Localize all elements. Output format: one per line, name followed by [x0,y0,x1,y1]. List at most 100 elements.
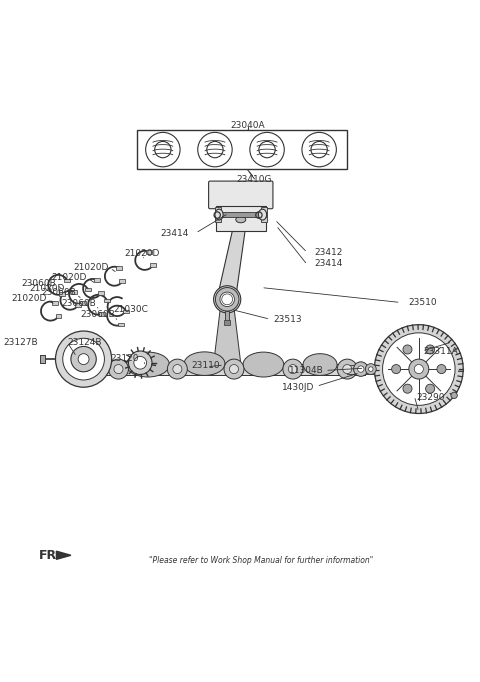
Circle shape [392,365,401,374]
Text: 23110: 23110 [192,361,220,370]
Bar [75,303,81,307]
Text: 23120: 23120 [110,354,139,363]
Bar [116,266,122,270]
Circle shape [114,365,123,374]
Bar [146,250,152,254]
Ellipse shape [236,216,246,223]
Bar [216,207,266,231]
Circle shape [437,365,446,374]
Bar [56,314,61,318]
Circle shape [198,132,232,167]
Text: 23040A: 23040A [230,121,265,130]
Bar [85,288,91,291]
Bar [80,301,86,305]
Circle shape [216,288,239,311]
Text: FR.: FR. [39,549,62,562]
Circle shape [214,286,241,313]
FancyBboxPatch shape [209,181,273,209]
Circle shape [56,331,112,387]
Text: 23410G: 23410G [237,175,272,183]
Circle shape [63,338,105,380]
Circle shape [426,345,435,354]
Text: 23060B: 23060B [22,279,57,288]
Circle shape [369,367,373,372]
Circle shape [207,141,223,158]
Circle shape [451,392,457,398]
Text: 23060B: 23060B [81,310,115,319]
Ellipse shape [215,209,223,220]
Text: 23060B: 23060B [42,288,76,297]
Bar [120,279,125,283]
Circle shape [78,354,89,365]
Bar [215,207,221,222]
Text: 23311A: 23311A [423,347,458,357]
Bar [216,212,266,218]
Ellipse shape [126,352,169,377]
Text: 23513: 23513 [274,315,302,324]
Circle shape [134,357,146,369]
Text: 21020D: 21020D [125,249,160,258]
Bar [98,364,365,374]
Bar [40,355,45,364]
Text: 21030C: 21030C [113,305,148,314]
Text: 23414: 23414 [160,228,189,238]
Ellipse shape [243,352,284,377]
Polygon shape [214,304,241,364]
Bar [52,301,58,305]
Circle shape [365,364,376,374]
Circle shape [224,359,244,379]
Bar [347,365,374,374]
Circle shape [250,132,284,167]
Text: 23124B: 23124B [67,338,102,347]
Text: "Please refer to Work Shop Manual for further information": "Please refer to Work Shop Manual for fu… [149,556,373,565]
Text: 23127B: 23127B [4,338,38,347]
Circle shape [358,366,364,372]
Text: 23060B: 23060B [61,299,96,308]
Circle shape [108,359,129,379]
Circle shape [414,365,423,374]
Ellipse shape [258,209,266,220]
Circle shape [302,132,336,167]
Bar [150,263,156,267]
Ellipse shape [184,352,225,375]
Circle shape [311,141,327,158]
Circle shape [283,359,303,379]
Text: 23412: 23412 [314,248,343,257]
Polygon shape [218,220,247,294]
Circle shape [155,141,171,158]
Circle shape [403,384,412,394]
Bar [137,130,347,169]
Circle shape [259,141,275,158]
Bar [72,290,77,294]
Circle shape [145,132,180,167]
Circle shape [229,365,239,374]
Text: 21020D: 21020D [29,284,64,293]
Circle shape [168,359,187,379]
Circle shape [354,362,368,376]
Circle shape [343,365,352,374]
Circle shape [383,333,455,405]
Bar [261,207,267,222]
Circle shape [288,365,298,374]
Bar [226,311,229,321]
Bar [123,310,129,313]
Circle shape [337,359,357,379]
Circle shape [409,359,429,379]
Text: 21020D: 21020D [73,263,109,271]
Text: 23290: 23290 [416,393,444,402]
Bar [59,292,65,296]
Text: 23510: 23510 [408,298,437,307]
Text: 21020D: 21020D [11,295,47,303]
Bar [98,291,104,295]
Circle shape [129,351,152,374]
Bar [104,299,110,302]
Circle shape [71,346,96,372]
Polygon shape [40,355,45,364]
Bar [224,320,230,325]
Text: 21020D: 21020D [52,273,87,282]
Text: 23414: 23414 [314,259,343,269]
Ellipse shape [303,354,337,375]
Polygon shape [57,551,71,559]
Circle shape [220,292,234,307]
Bar [94,278,100,282]
